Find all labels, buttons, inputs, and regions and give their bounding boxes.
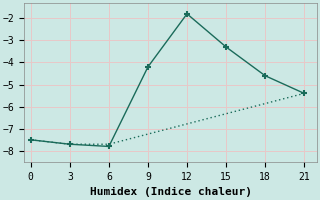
X-axis label: Humidex (Indice chaleur): Humidex (Indice chaleur) <box>90 187 252 197</box>
